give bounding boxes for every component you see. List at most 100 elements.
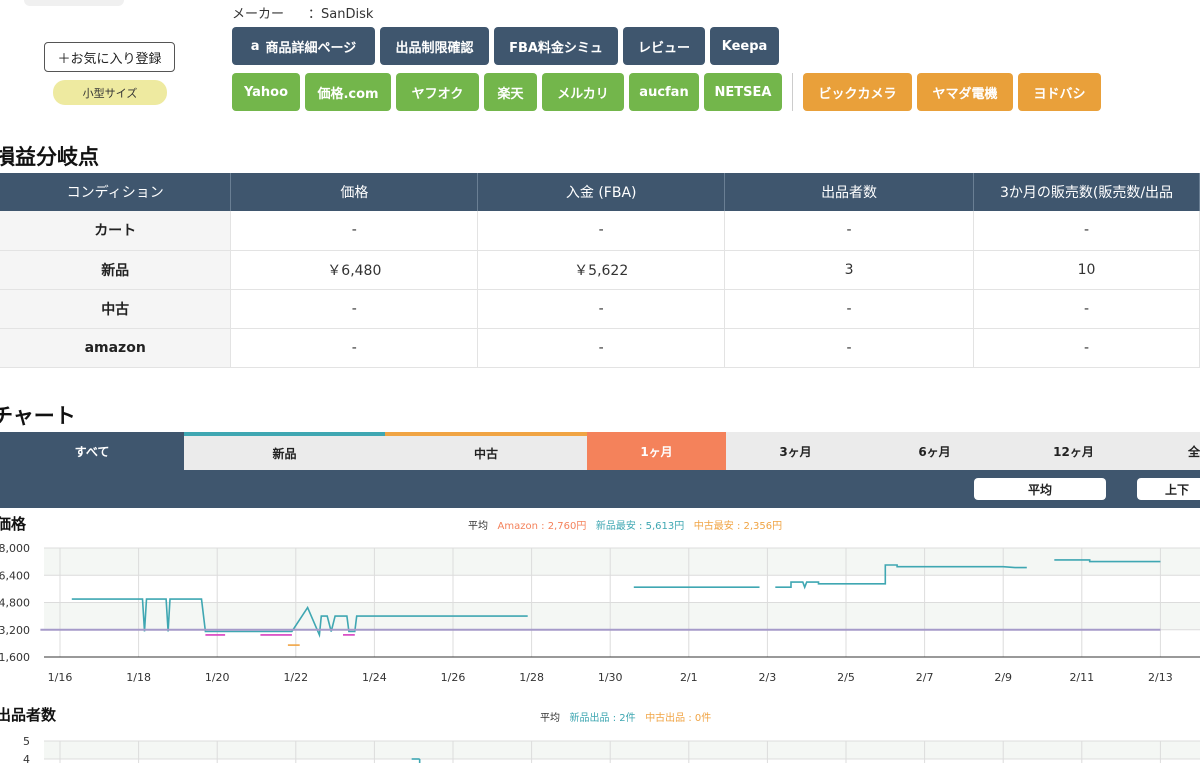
y-tick-label: 6,400	[0, 569, 30, 582]
table-cell: ￥6,480	[230, 250, 479, 290]
link-row-shops: Yahoo 価格.com ヤフオク 楽天 メルカリ aucfan NETSEA …	[232, 73, 1101, 111]
col-sellers: 出品者数	[724, 173, 974, 211]
add-favorite-button[interactable]: ＋お気に入り登録	[44, 42, 175, 72]
legend-amazon: Amazon : 2,760円	[497, 521, 587, 532]
average-toggle[interactable]: 平均	[974, 478, 1106, 500]
table-cell: -	[477, 211, 726, 251]
x-tick-label: 1/22	[283, 671, 308, 684]
listing-restriction-button[interactable]: 出品制限確認	[380, 27, 489, 65]
yamada-button[interactable]: ヤマダ電機	[917, 73, 1013, 111]
y-tick-label: 4,800	[0, 597, 30, 610]
y-tick-label: 8,000	[0, 542, 30, 555]
table-row: カート - - - -	[0, 211, 1200, 251]
tab-1month[interactable]: 1ヶ月	[587, 432, 726, 470]
x-tick-label: 1/28	[519, 671, 544, 684]
updown-toggle[interactable]: 上下	[1137, 478, 1200, 500]
breakeven-title: 損益分岐点	[0, 145, 99, 169]
series-line	[1054, 559, 1161, 563]
breakeven-table: コンディション 価格 入金 (FBA) 出品者数 3か月の販売数(販売数/出品 …	[0, 173, 1200, 368]
x-tick-label: 1/24	[362, 671, 387, 684]
chart-section-title: チャート	[0, 404, 76, 428]
row-label: 新品	[0, 250, 232, 290]
grid-band	[44, 602, 1200, 630]
x-tick-label: 2/3	[759, 671, 777, 684]
table-cell: -	[724, 289, 974, 329]
col-price: 価格	[230, 173, 479, 211]
x-tick-label: 2/7	[916, 671, 934, 684]
legend-prefix: 平均	[468, 521, 488, 532]
table-cell: -	[477, 328, 726, 368]
price-chart-title: 価格	[0, 515, 27, 533]
legend-new: 新品最安 : 5,613円	[595, 521, 685, 532]
price-chart: 8,000 6,400 4,800 3,200 1,600 1/16 1/18 1/20 1/2…	[0, 542, 1200, 684]
col-condition: コンディション	[0, 173, 232, 211]
table-header-row: コンディション 価格 入金 (FBA) 出品者数 3か月の販売数(販売数/出品	[0, 173, 1200, 211]
rakuten-button[interactable]: 楽天	[484, 73, 537, 111]
aucfan-button[interactable]: aucfan	[629, 73, 699, 111]
table-cell: -	[230, 211, 479, 251]
sellers-legend: 平均 新品出品 : 2件 中古出品 : 0件	[540, 709, 711, 724]
yahuoku-button[interactable]: ヤフオク	[396, 73, 479, 111]
netsea-button[interactable]: NETSEA	[704, 73, 782, 111]
tab-new[interactable]: 新品	[184, 432, 385, 470]
row-label: amazon	[0, 328, 232, 368]
series-line	[71, 598, 528, 639]
tab-all-period[interactable]: 全	[1187, 444, 1200, 459]
col-payout: 入金 (FBA)	[477, 173, 726, 211]
tab-6month[interactable]: 6ヶ月	[918, 444, 951, 459]
x-tick-label: 1/20	[205, 671, 230, 684]
keepa-button[interactable]: Keepa	[710, 27, 779, 65]
yodobashi-button[interactable]: ヨドバシ	[1018, 73, 1101, 111]
mercari-button[interactable]: メルカリ	[542, 73, 624, 111]
divider	[792, 73, 793, 111]
table-cell: -	[973, 211, 1200, 251]
tab-3month[interactable]: 3ヶ月	[779, 444, 812, 459]
series-line	[775, 564, 1027, 590]
y-tick-label: 4	[23, 753, 30, 763]
x-tick-label: 2/9	[994, 671, 1012, 684]
table-cell: -	[973, 289, 1200, 329]
product-image	[24, 0, 124, 6]
legend-used-sellers: 中古出品 : 0件	[645, 713, 712, 724]
table-cell: 3	[724, 250, 974, 290]
maker-label: メーカー	[232, 7, 285, 22]
grid-band	[44, 575, 1200, 603]
row-label: カート	[0, 211, 232, 251]
col-sales: 3か月の販売数(販売数/出品	[973, 173, 1200, 211]
biccamera-button[interactable]: ビックカメラ	[803, 73, 912, 111]
x-tick-label: 1/30	[598, 671, 623, 684]
tab-used[interactable]: 中古	[385, 432, 587, 470]
table-cell: 10	[973, 250, 1200, 290]
table-cell: -	[230, 289, 479, 329]
chart-tabs: すべて 新品 中古 1ヶ月 3ヶ月 6ヶ月 12ヶ月 全	[0, 432, 1200, 470]
tab-12month[interactable]: 12ヶ月	[1053, 444, 1094, 459]
grid-band	[44, 629, 1200, 657]
fba-fee-sim-button[interactable]: FBA料金シミュ	[494, 27, 618, 65]
y-tick-label: 1,600	[0, 651, 30, 664]
x-tick-label: 2/5	[837, 671, 855, 684]
table-cell: -	[724, 328, 974, 368]
product-detail-button[interactable]: a 商品詳細ページ	[232, 27, 375, 65]
legend-prefix: 平均	[540, 713, 560, 724]
sellers-chart: 54	[23, 735, 1200, 763]
link-row-main: a 商品詳細ページ 出品制限確認 FBA料金シミュ レビュー Keepa	[232, 27, 779, 65]
table-row: 中古 - - - -	[0, 289, 1200, 329]
x-tick-label: 2/1	[680, 671, 698, 684]
row-label: 中古	[0, 289, 232, 329]
review-button[interactable]: レビュー	[623, 27, 705, 65]
table-cell: -	[230, 328, 479, 368]
table-cell: ￥5,622	[477, 250, 726, 290]
yahoo-button[interactable]: Yahoo	[232, 73, 300, 111]
table-row: 新品 ￥6,480 ￥5,622 3 10	[0, 250, 1200, 290]
x-tick-label: 1/18	[126, 671, 151, 684]
x-tick-label: 2/13	[1148, 671, 1173, 684]
grid-band	[44, 741, 1200, 759]
x-tick-label: 1/16	[48, 671, 73, 684]
y-tick-label: 3,200	[0, 624, 30, 637]
legend-used: 中古最安 : 2,356円	[693, 521, 783, 532]
kakaku-button[interactable]: 価格.com	[305, 73, 391, 111]
maker-row: メーカー ：SanDisk	[232, 3, 373, 22]
table-cell: -	[973, 328, 1200, 368]
tab-all[interactable]: すべて	[0, 432, 184, 470]
amazon-icon: a	[250, 38, 260, 54]
